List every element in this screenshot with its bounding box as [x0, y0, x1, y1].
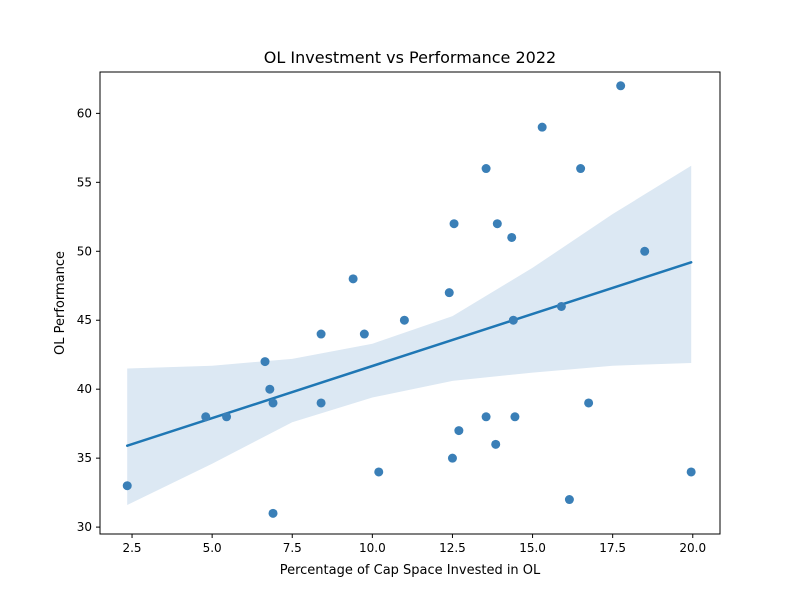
- y-tick-label: 55: [77, 175, 92, 189]
- data-point: [508, 315, 518, 325]
- data-point: [481, 412, 491, 422]
- x-tick-label: 7.5: [283, 541, 302, 555]
- data-point: [556, 301, 566, 311]
- x-tick-label: 20.0: [679, 541, 706, 555]
- x-tick-label: 10.0: [359, 541, 386, 555]
- y-axis-label: OL Performance: [53, 251, 68, 355]
- x-axis-ticks: 2.5 5.0 7.5 10.0 12.5 15.0 17.5 20.0: [122, 534, 706, 555]
- chart-title: OL Investment vs Performance 2022: [264, 48, 556, 67]
- data-point: [268, 398, 278, 408]
- data-point: [222, 412, 232, 422]
- confidence-band-layer: [127, 165, 692, 506]
- data-point: [564, 495, 574, 505]
- data-point: [268, 508, 278, 518]
- x-tick-label: 17.5: [599, 541, 626, 555]
- plot-frame: [99, 71, 721, 535]
- data-point: [454, 426, 464, 436]
- data-point: [201, 412, 211, 422]
- y-tick-label: 30: [77, 520, 92, 534]
- x-axis-label: Percentage of Cap Space Invested in OL: [280, 563, 541, 578]
- data-point: [348, 274, 358, 284]
- data-point: [374, 467, 384, 477]
- data-point: [444, 288, 454, 298]
- y-tick-label: 50: [77, 244, 92, 258]
- data-point: [576, 164, 586, 174]
- regression-line: [125, 261, 693, 447]
- x-tick-label: 15.0: [519, 541, 546, 555]
- data-point: [492, 219, 502, 229]
- data-point: [584, 398, 594, 408]
- y-axis-ticks: 30 35 40 45 50 55 60: [77, 106, 100, 534]
- data-point: [481, 164, 491, 174]
- y-tick-label: 45: [77, 313, 92, 327]
- y-tick-label: 40: [77, 382, 92, 396]
- regression-line-layer: [125, 261, 693, 447]
- points-layer: [122, 81, 696, 518]
- data-point: [510, 412, 520, 422]
- x-tick-label: 2.5: [122, 541, 141, 555]
- data-point: [260, 357, 270, 367]
- data-point: [316, 398, 326, 408]
- x-tick-label: 5.0: [203, 541, 222, 555]
- y-tick-label: 35: [77, 451, 92, 465]
- data-point: [507, 232, 517, 242]
- data-point: [122, 481, 132, 491]
- data-point: [265, 384, 275, 394]
- data-point: [640, 246, 650, 256]
- data-point: [447, 453, 457, 463]
- data-point: [359, 329, 369, 339]
- data-point: [449, 219, 459, 229]
- confidence-band: [127, 165, 692, 506]
- data-point: [616, 81, 626, 91]
- x-tick-label: 12.5: [439, 541, 466, 555]
- data-point: [399, 315, 409, 325]
- data-point: [537, 122, 547, 132]
- data-point: [686, 467, 696, 477]
- y-tick-label: 60: [77, 106, 92, 120]
- data-point: [491, 439, 501, 449]
- data-point: [316, 329, 326, 339]
